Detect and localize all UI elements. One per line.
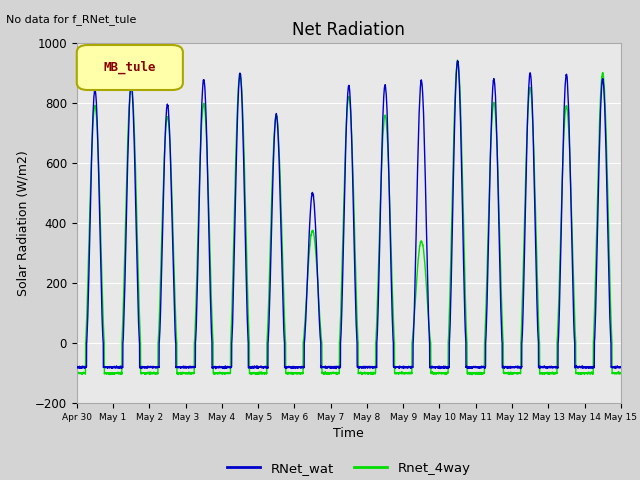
Rnet_4way [616, 370, 624, 376]
Line: Rnet_4way: Rnet_4way [77, 60, 621, 375]
Y-axis label: Solar Radiation (W/m2): Solar Radiation (W/m2) [17, 150, 29, 296]
Rnet_4way [471, 370, 479, 376]
Rnet_4way [440, 371, 448, 376]
Rnet_4way [502, 371, 509, 376]
RNet_wat [454, 58, 461, 64]
Text: No data for f_RNet_tule: No data for f_RNet_tule [6, 14, 137, 25]
RNet_wat [73, 363, 81, 369]
Rnet_4way [454, 57, 461, 63]
X-axis label: Time: Time [333, 428, 364, 441]
Text: MB_tule: MB_tule [103, 61, 156, 74]
Rnet_4way [328, 371, 336, 376]
RNet_wat [616, 364, 624, 370]
Legend: RNet_wat, Rnet_4way: RNet_wat, Rnet_4way [222, 456, 476, 480]
Rnet_4way [468, 372, 476, 378]
RNet_wat [329, 364, 337, 370]
FancyBboxPatch shape [77, 45, 183, 90]
RNet_wat [617, 364, 625, 370]
Rnet_4way [73, 371, 81, 376]
Title: Net Radiation: Net Radiation [292, 21, 405, 39]
Line: RNet_wat: RNet_wat [77, 61, 621, 369]
RNet_wat [212, 366, 220, 372]
RNet_wat [502, 364, 509, 370]
RNet_wat [441, 364, 449, 370]
RNet_wat [471, 364, 479, 370]
Rnet_4way [617, 371, 625, 376]
RNet_wat [171, 313, 179, 319]
Rnet_4way [171, 281, 179, 287]
